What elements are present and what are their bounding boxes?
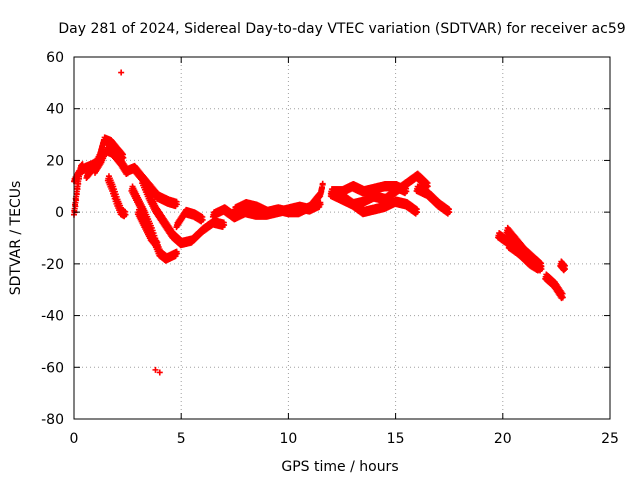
y-axis-label: SDTVAR / TECUs xyxy=(8,181,24,296)
y-tick-label: 0 xyxy=(55,205,64,221)
data-point xyxy=(221,222,228,229)
x-tick-label: 10 xyxy=(279,431,297,447)
data-point xyxy=(403,188,410,195)
y-tick-label: 20 xyxy=(46,153,64,169)
outlier-point xyxy=(156,369,163,376)
data-point xyxy=(74,185,81,192)
data-point xyxy=(122,211,129,218)
data-point xyxy=(173,201,180,208)
data-point xyxy=(317,201,324,208)
x-axis-label: GPS time / hours xyxy=(281,459,398,475)
y-axis: -80 -60 -40 -20 0 20 40 60 xyxy=(41,50,610,428)
x-tick-label: 20 xyxy=(494,431,512,447)
data-point xyxy=(316,194,323,201)
y-tick-label: 40 xyxy=(46,102,64,118)
data-point xyxy=(72,201,79,208)
data-point xyxy=(318,186,325,193)
data-point xyxy=(199,216,206,223)
x-tick-label: 25 xyxy=(601,431,619,447)
data-point xyxy=(561,266,568,273)
x-tick-label: 15 xyxy=(387,431,405,447)
data-points xyxy=(71,69,568,376)
y-tick-label: -80 xyxy=(41,412,64,428)
data-point xyxy=(319,180,326,187)
data-point xyxy=(559,294,566,301)
plot-frame xyxy=(73,56,611,420)
y-tick-label: -20 xyxy=(41,257,64,273)
outlier-point xyxy=(118,69,125,76)
chart-title: Day 281 of 2024, Sidereal Day-to-day VTE… xyxy=(58,21,625,37)
x-axis: 0 5 10 15 20 25 xyxy=(70,57,619,447)
outlier-point xyxy=(152,366,159,373)
data-point xyxy=(414,209,421,216)
data-point xyxy=(446,209,453,216)
data-point xyxy=(154,242,161,249)
x-tick-label: 0 xyxy=(70,431,79,447)
y-tick-label: -40 xyxy=(41,309,64,325)
data-point xyxy=(536,266,543,273)
y-tick-label: -60 xyxy=(41,360,64,376)
y-tick-label: 60 xyxy=(46,50,64,66)
data-point xyxy=(173,250,180,257)
x-tick-label: 5 xyxy=(177,431,186,447)
